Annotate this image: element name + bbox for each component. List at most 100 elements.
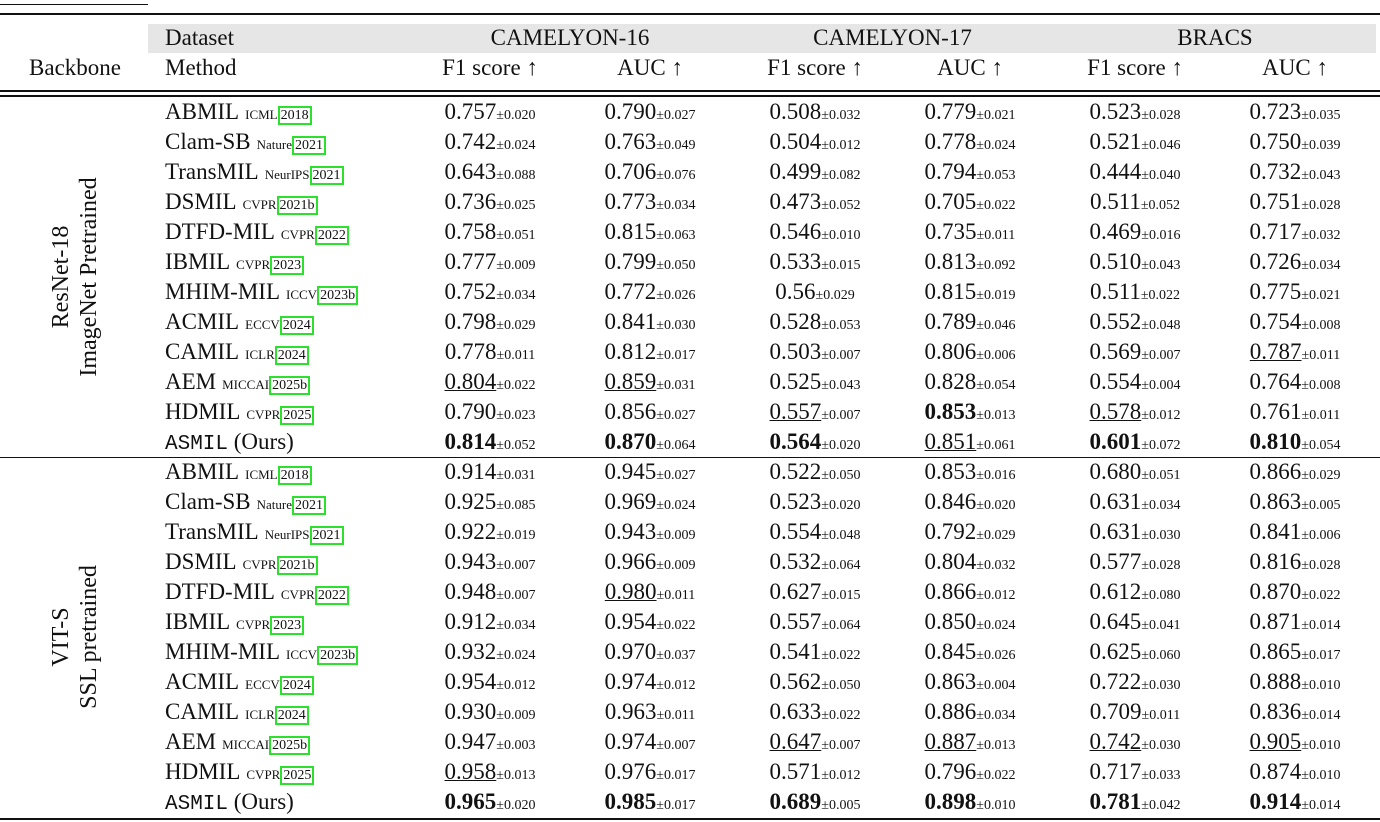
venue: ICLR — [245, 707, 275, 722]
score-cell: 0.532±0.064 — [770, 547, 861, 581]
score-std: ±0.027 — [656, 108, 696, 123]
score-std: ±0.017 — [656, 348, 696, 363]
score-cell: 0.815±0.019 — [925, 277, 1016, 311]
score-std: ±0.014 — [1301, 798, 1341, 813]
score-std: ±0.034 — [496, 618, 536, 633]
score-std: ±0.082 — [821, 168, 861, 183]
venue: CVPR — [246, 767, 281, 782]
score-value: 0.523 — [769, 489, 822, 514]
score-cell: 0.945±0.027 — [605, 457, 696, 491]
score-value: 0.601 — [1089, 429, 1142, 454]
method-name: IBMIL — [165, 609, 231, 634]
score-cell: 0.974±0.007 — [605, 727, 696, 761]
score-cell: 0.554±0.004 — [1090, 367, 1181, 401]
venue: ICCV — [286, 647, 318, 662]
score-std: ±0.034 — [656, 198, 696, 213]
score-cell: 0.870±0.022 — [1250, 577, 1341, 611]
method-name: CAMIL — [165, 699, 240, 724]
method-name: HDMIL — [165, 759, 241, 784]
score-cell: 0.557±0.064 — [770, 607, 861, 641]
method-cell: Clam-SB Nature 2021 — [165, 127, 326, 161]
score-std: ±0.020 — [821, 438, 861, 453]
score-value: 0.643 — [444, 159, 497, 184]
score-value: 0.631 — [1089, 519, 1142, 544]
method-cell: ACMIL ECCV 2024 — [165, 307, 314, 341]
method-name: AEM — [165, 369, 217, 394]
score-std: ±0.051 — [1141, 468, 1181, 483]
metric-name: F1 score ↑ — [767, 55, 863, 80]
method-cell: DSMIL CVPR 2021b — [165, 547, 318, 581]
score-std: ±0.050 — [821, 678, 861, 693]
score-cell: 0.735±0.011 — [925, 217, 1015, 251]
score-std: ±0.034 — [976, 708, 1016, 723]
score-value: 0.706 — [604, 159, 657, 184]
score-value: 0.781 — [1089, 789, 1142, 814]
score-std: ±0.052 — [496, 438, 536, 453]
score-std: ±0.020 — [496, 108, 536, 123]
score-value: 0.810 — [1249, 429, 1302, 454]
score-cell: 0.761±0.011 — [1250, 397, 1340, 431]
venue: ICML — [245, 107, 278, 122]
score-value: 0.853 — [924, 459, 977, 484]
venue: CVPR — [236, 617, 271, 632]
score-value: 0.874 — [1249, 759, 1302, 784]
score-cell: 0.772±0.026 — [605, 277, 696, 311]
venue: CVPR — [242, 557, 277, 572]
year: 2021 — [309, 166, 344, 185]
dataset-name: CAMELYON-17 — [813, 25, 972, 50]
year: 2024 — [274, 346, 309, 365]
score-cell: 0.680±0.051 — [1090, 457, 1181, 491]
score-std: ±0.011 — [1301, 348, 1341, 363]
score-cell: 0.887±0.013 — [925, 727, 1016, 761]
score-value: 0.974 — [604, 669, 657, 694]
score-value: 0.528 — [769, 309, 822, 334]
score-cell: 0.717±0.033 — [1090, 757, 1181, 791]
method-name: Clam-SB — [165, 129, 251, 154]
score-std: ±0.025 — [496, 198, 536, 213]
score-value: 0.859 — [604, 369, 657, 394]
score-std: ±0.028 — [1301, 198, 1341, 213]
score-std: ±0.052 — [1140, 198, 1181, 213]
score-value: 0.757 — [444, 99, 497, 124]
score-std: ±0.009 — [656, 528, 696, 543]
score-value: 0.633 — [769, 699, 822, 724]
score-std: ±0.032 — [821, 108, 861, 123]
score-std: ±0.019 — [496, 528, 536, 543]
score-cell: 0.647±0.007 — [770, 727, 861, 761]
score-std: ±0.013 — [496, 768, 536, 783]
method-cell: IBMIL CVPR 2023 — [165, 607, 305, 641]
year: 2022 — [314, 586, 349, 605]
score-value: 0.736 — [444, 189, 497, 214]
score-value: 0.888 — [1249, 669, 1302, 694]
score-std: ±0.007 — [821, 348, 861, 363]
score-std: ±0.013 — [976, 408, 1016, 423]
score-cell: 0.732±0.043 — [1250, 157, 1341, 191]
score-std: ±0.022 — [821, 648, 861, 663]
backbone-line: ImageNet Pretrained — [76, 177, 102, 377]
score-value: 0.557 — [769, 399, 822, 424]
score-std: ±0.007 — [1141, 348, 1181, 363]
method-cell: ABMIL ICML 2018 — [165, 97, 312, 131]
score-value: 0.856 — [604, 399, 657, 424]
score-value: 0.647 — [769, 729, 822, 754]
score-std: ±0.017 — [1301, 648, 1341, 663]
score-value: 0.965 — [444, 789, 497, 814]
score-std: ±0.029 — [496, 318, 536, 333]
score-cell: 0.948±0.007 — [445, 577, 536, 611]
score-std: ±0.032 — [976, 558, 1016, 573]
score-cell: 0.742±0.030 — [1090, 727, 1181, 761]
score-cell: 0.845±0.026 — [925, 637, 1016, 671]
rule — [0, 95, 1380, 97]
score-value: 0.970 — [604, 639, 657, 664]
score-std: ±0.006 — [976, 348, 1016, 363]
score-std: ±0.014 — [1301, 618, 1341, 633]
score-value: 0.870 — [604, 429, 657, 454]
score-std: ±0.022 — [821, 708, 861, 723]
year: 2023b — [317, 286, 359, 305]
score-value: 0.578 — [1089, 399, 1142, 424]
score-cell: 0.943±0.009 — [605, 517, 696, 551]
year: 2023b — [317, 646, 359, 665]
score-std: ±0.017 — [656, 798, 696, 813]
score-cell: 0.758±0.051 — [445, 217, 536, 251]
